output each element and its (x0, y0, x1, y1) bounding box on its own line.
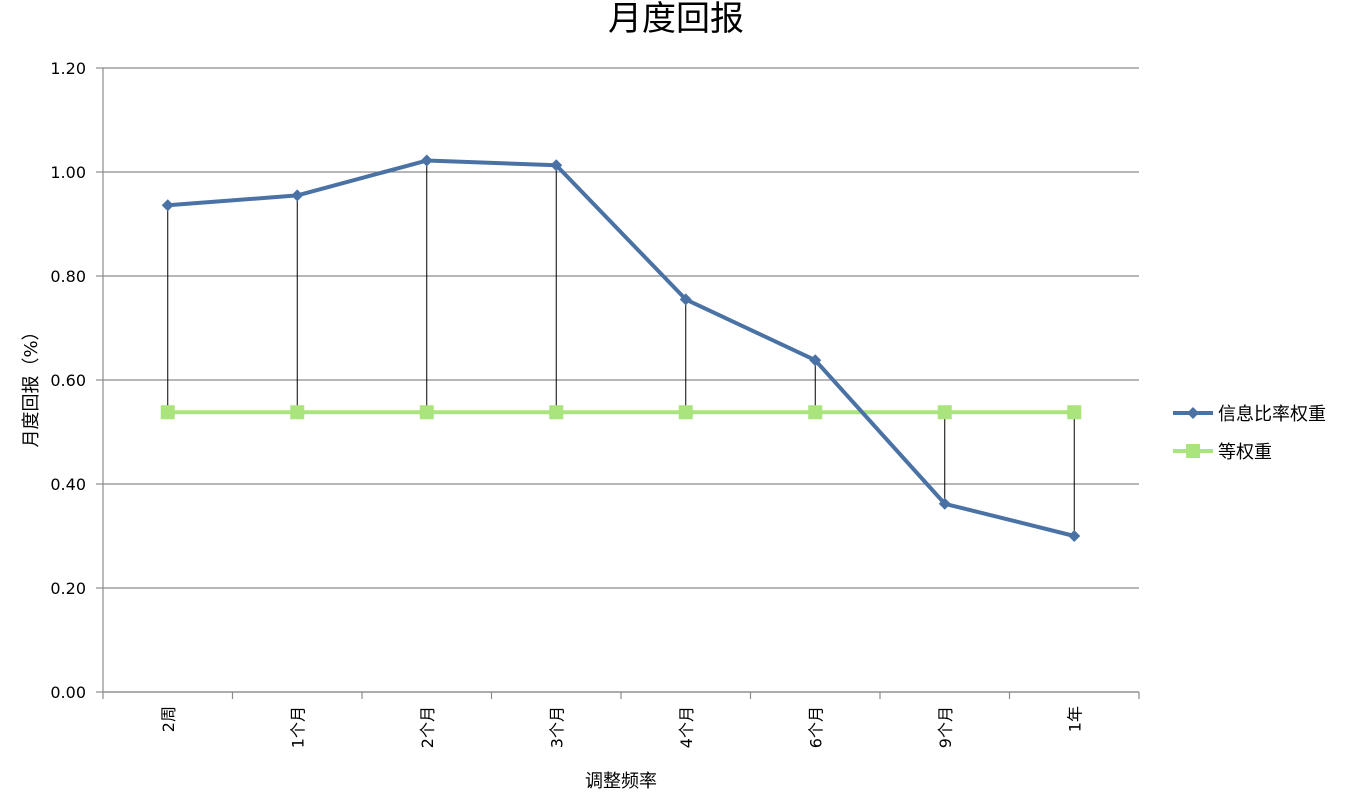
y-tick-label: 0.80 (50, 267, 86, 286)
x-tick-label: 4个月 (677, 706, 696, 748)
data-point (938, 497, 951, 510)
axes: 0.00 0.20 0.40 0.60 0.80 1.00 1.20 2周 1个月 2个月 3个月 4… (50, 59, 1140, 748)
data-point (420, 154, 433, 167)
chart-title: 月度回报 (608, 0, 744, 39)
data-point (549, 405, 564, 420)
x-tick-label: 3个月 (547, 706, 566, 748)
drop-lines (167, 160, 1075, 536)
legend-label: 信息比率权重 (1218, 404, 1326, 425)
y-tick-label: 1.00 (50, 163, 86, 182)
data-point (678, 405, 693, 420)
data-point (290, 405, 305, 420)
legend-label: 等权重 (1218, 442, 1272, 463)
series-layer (160, 154, 1082, 542)
series-line (167, 158, 1075, 538)
y-tick-label: 0.40 (50, 475, 86, 494)
data-point (808, 405, 823, 420)
x-tick-label: 6个月 (806, 706, 825, 748)
x-tick-label: 1年 (1065, 706, 1084, 732)
gridlines (103, 67, 1139, 693)
data-point (160, 405, 175, 420)
y-tick-label: 0.60 (50, 371, 86, 390)
data-point (291, 189, 304, 202)
y-axis-label: 月度回报（%） (21, 322, 42, 447)
data-point (809, 354, 822, 367)
data-point (1067, 405, 1082, 420)
data-point (550, 159, 563, 172)
y-tick-label: 0.20 (50, 579, 86, 598)
x-tick-label: 9个月 (936, 706, 955, 748)
x-axis-label: 调整频率 (585, 771, 657, 792)
legend-marker (1187, 407, 1199, 419)
x-tick-label: 2周 (159, 706, 178, 732)
data-point (419, 405, 434, 420)
y-tick-label: 0.00 (50, 683, 86, 702)
data-point (937, 405, 952, 420)
legend-marker (1186, 444, 1200, 458)
data-point (679, 293, 692, 306)
data-point (161, 199, 174, 212)
x-tick-label: 1个月 (288, 706, 307, 748)
data-point (1068, 530, 1081, 542)
x-tick-label: 2个月 (418, 706, 437, 748)
y-tick-label: 1.20 (50, 59, 86, 78)
